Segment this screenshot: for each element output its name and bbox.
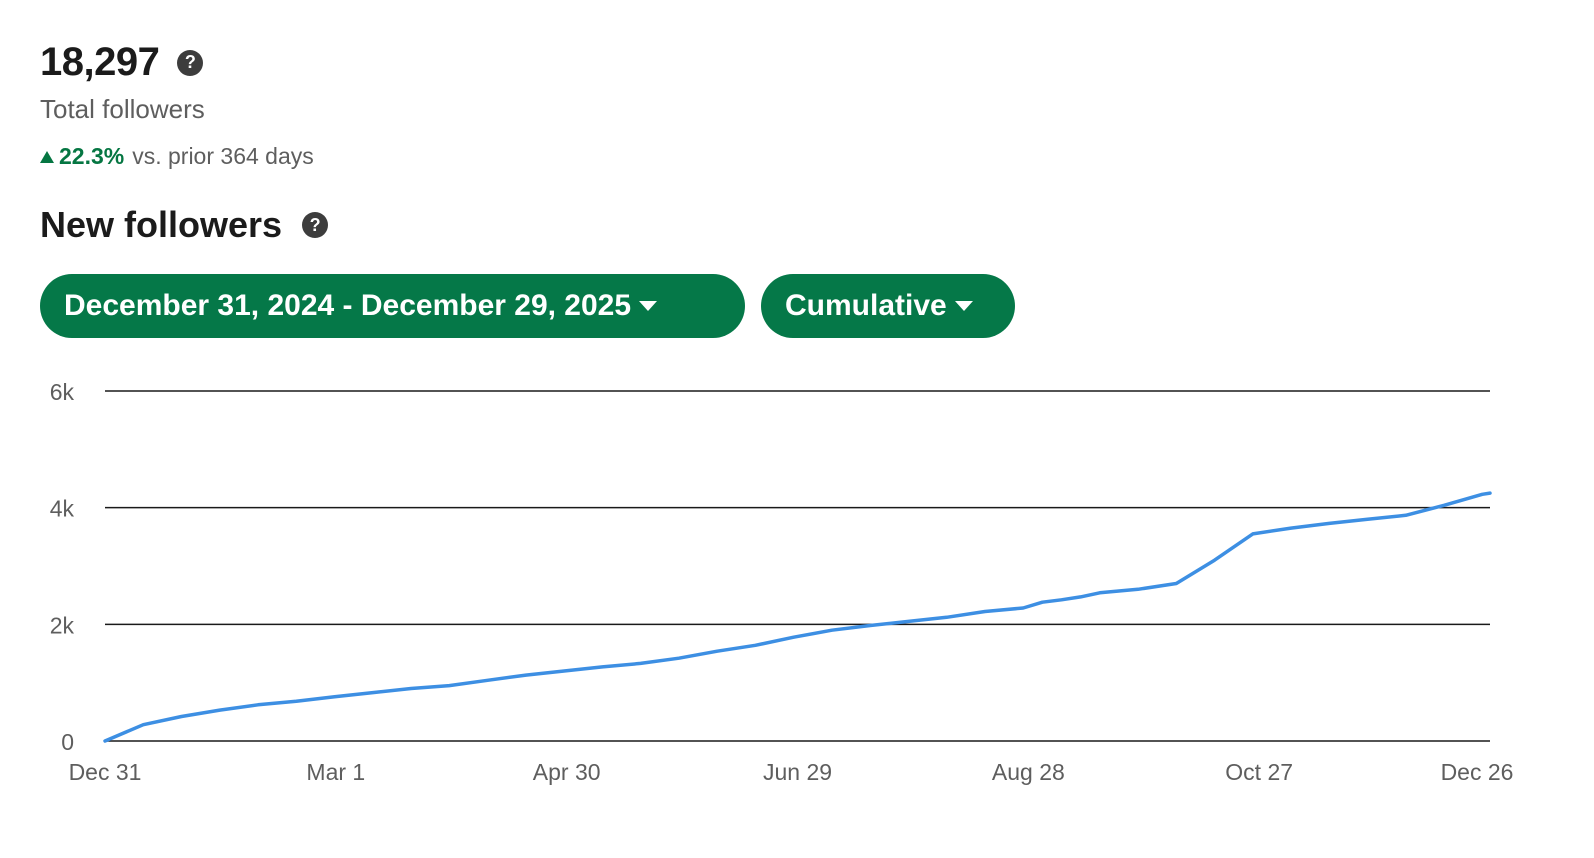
y-tick-label: 4k bbox=[50, 496, 75, 522]
date-range-dropdown[interactable]: December 31, 2024 - December 29, 2025 bbox=[40, 274, 745, 338]
x-tick-label: Aug 28 bbox=[992, 759, 1065, 785]
caret-down-icon bbox=[639, 301, 658, 311]
y-tick-label: 0 bbox=[61, 729, 74, 755]
total-followers-label: Total followers bbox=[40, 94, 205, 124]
x-tick-label: Dec 31 bbox=[69, 759, 142, 785]
new-followers-heading: New followers ? bbox=[40, 204, 329, 246]
x-tick-label: Oct 27 bbox=[1225, 759, 1293, 785]
series-line bbox=[103, 491, 1492, 743]
x-tick-label: Dec 26 bbox=[1441, 759, 1514, 785]
caret-down-icon bbox=[954, 301, 973, 311]
x-tick-label: Mar 1 bbox=[306, 759, 365, 785]
x-tick-label: Jun 29 bbox=[763, 759, 832, 785]
follower-change: 22.3% vs. prior 364 days bbox=[40, 143, 314, 170]
question-circle-icon[interactable]: ? bbox=[177, 49, 204, 76]
total-followers: 18,297 ? bbox=[40, 40, 204, 85]
mode-label: Cumulative bbox=[785, 289, 947, 322]
change-percent: 22.3% bbox=[59, 143, 125, 169]
total-followers-value: 18,297 bbox=[40, 40, 160, 84]
y-tick-label: 6k bbox=[50, 379, 75, 405]
x-tick-label: Apr 30 bbox=[533, 759, 601, 785]
followers-line-chart: 0 2k 4k 6k Dec 31 Mar 1 Apr 30 Jun 29 Aug 28 Oct … bbox=[50, 379, 1514, 785]
mode-dropdown[interactable]: Cumulative bbox=[761, 274, 1015, 338]
date-range-label: December 31, 2024 - December 29, 2025 bbox=[64, 289, 632, 322]
change-comparison-text: vs. prior 364 days bbox=[132, 143, 314, 169]
question-circle-icon[interactable]: ? bbox=[302, 212, 329, 238]
arrow-up-icon bbox=[40, 150, 54, 163]
section-title: New followers bbox=[40, 204, 283, 245]
y-tick-label: 2k bbox=[50, 612, 75, 638]
